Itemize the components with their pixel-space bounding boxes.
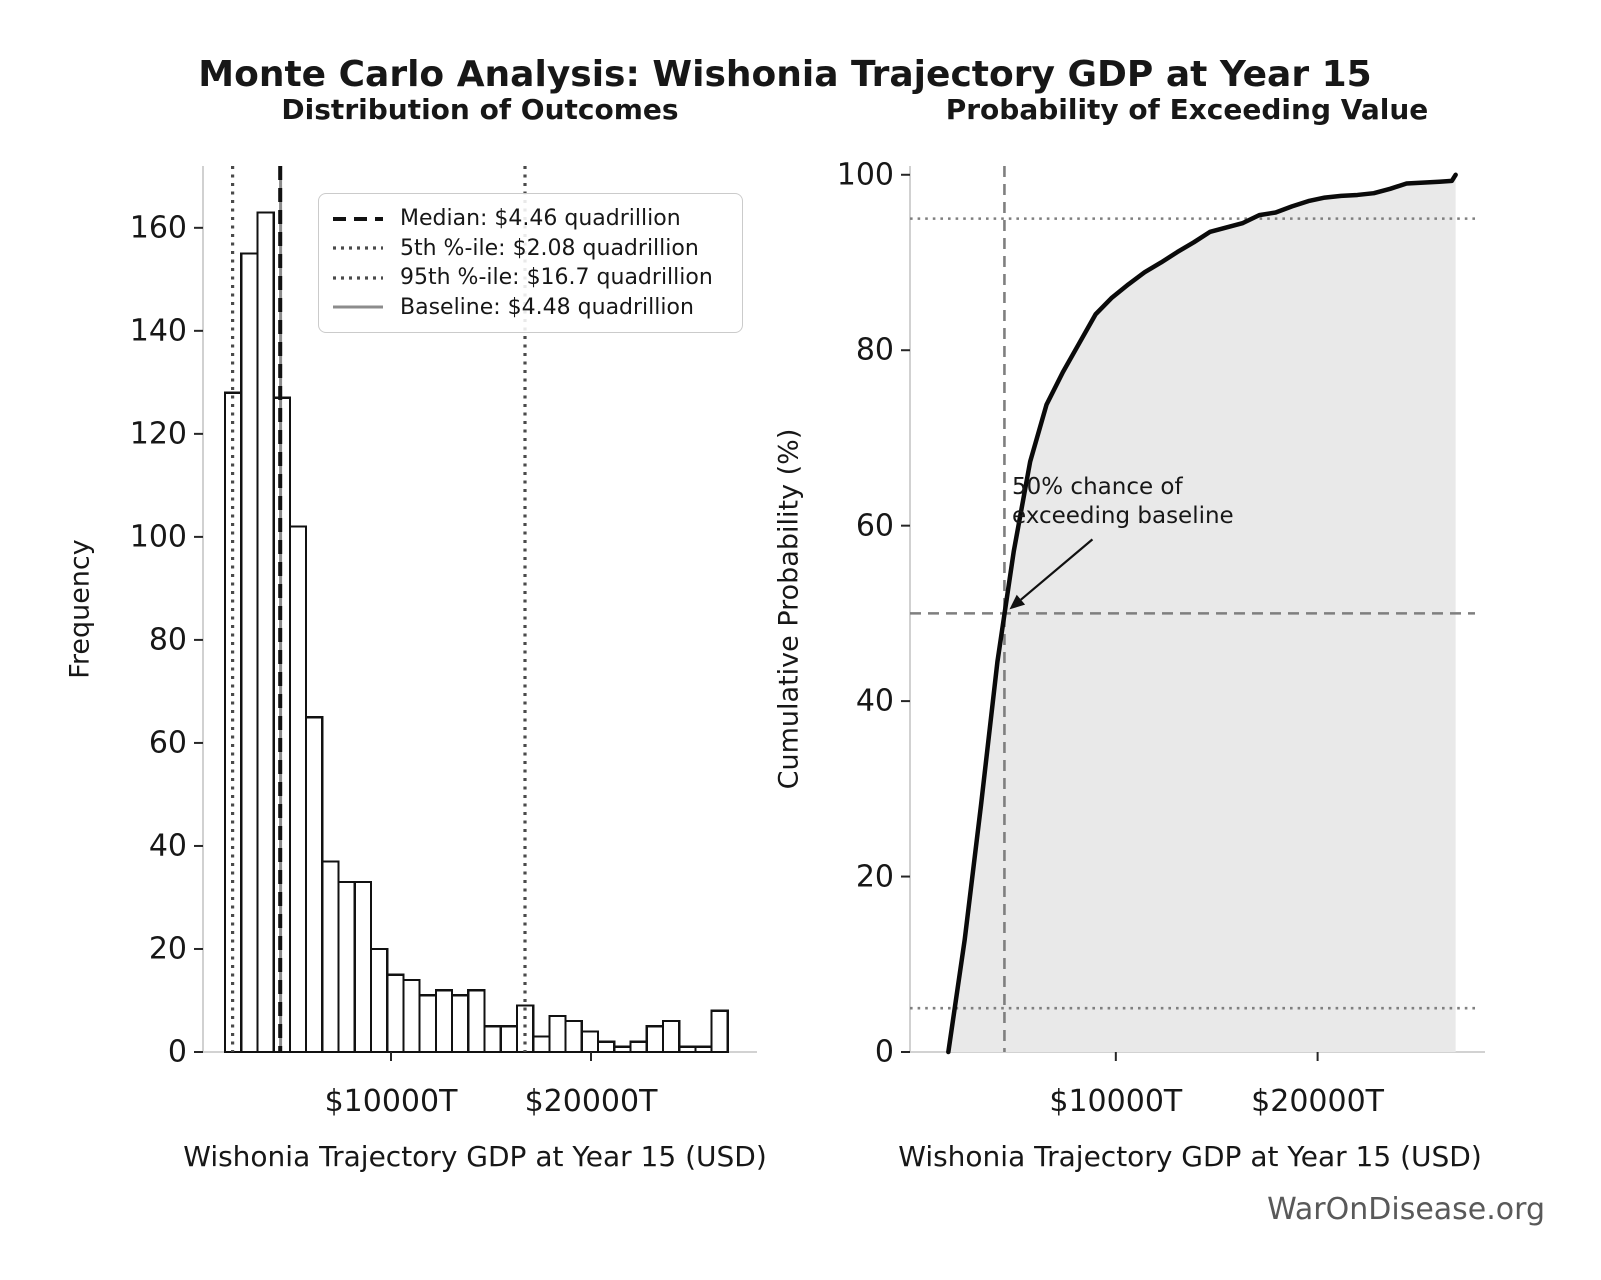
histogram-bar [678,1045,697,1054]
x-tick-label: $10000T [324,1084,458,1119]
y-tick-label: 40 [148,828,187,864]
histogram-bar [450,994,470,1054]
y-tick-label: 0 [167,1034,187,1070]
histogram-bar [613,1045,632,1054]
y-tick-label: 80 [148,622,187,658]
x-tick-label: $20000T [1251,1084,1385,1119]
histogram-bar [710,1009,729,1054]
legend-box: Median: $4.46 quadrillion 5th %-ile: $2.0… [318,193,743,333]
cdf-annotation-text: 50% chance of exceeding baseline [1012,474,1234,529]
histogram-bar [532,1035,551,1054]
legend-line-sample-solid-gray [333,305,383,309]
histogram-bar [240,252,259,1054]
histogram-bar [483,1025,502,1054]
y-tick-label: 20 [855,859,894,895]
x-tick-label: $20000T [524,1084,658,1119]
histogram-bar [661,1019,681,1054]
histogram-bar [386,973,405,1054]
histogram-bar [256,211,275,1054]
figure-title: Monte Carlo Analysis: Wishonia Trajector… [198,54,1372,95]
y-tick-label: 60 [855,508,894,544]
histogram-yaxis-label: Frequency [64,539,96,679]
cdf-xaxis-label: Wishonia Trajectory GDP at Year 15 (USD) [898,1140,1482,1173]
annotation-arrow-head [1009,594,1026,610]
histogram-bar [353,880,373,1054]
histogram-bar [418,994,437,1054]
y-tick-label: 140 [129,313,187,349]
histogram-bar [499,1025,519,1054]
cdf-curve [946,172,1458,1055]
histogram-bar [515,1004,535,1054]
histogram-bar [402,978,421,1054]
legend-item: Baseline: $4.48 quadrillion [333,293,728,322]
cdf-title: Probability of Exceeding Value [945,93,1429,126]
histogram-bar [629,1040,648,1054]
y-tick-label: 40 [855,683,894,719]
y-tick-label: 20 [148,931,187,967]
y-tick-label: 0 [874,1034,894,1070]
histogram-bar [580,1030,600,1054]
histogram-bar [596,1040,616,1054]
histogram-bar [694,1045,713,1054]
y-tick-label: 60 [148,725,187,761]
y-tick-label: 100 [836,157,894,193]
histogram-bar [321,860,340,1054]
legend-item: 5th %-ile: $2.08 quadrillion [333,234,728,263]
y-tick-label: 100 [129,519,187,555]
histogram-bar [337,880,356,1054]
histogram-bar [564,1019,583,1054]
legend-item-label: Baseline: $4.48 quadrillion [400,294,694,320]
histogram-bar [305,716,324,1054]
legend-item-label: 95th %-ile: $16.7 quadrillion [400,265,713,291]
histogram-title: Distribution of Outcomes [281,93,679,126]
legend-line-sample-dotted-dark [333,276,383,280]
legend-item: Median: $4.46 quadrillion [333,204,728,233]
y-tick-label: 120 [129,416,187,452]
legend-line-sample-dashed-black [333,216,383,221]
watermark: WarOnDisease.org [1267,1192,1545,1227]
histogram-bar [548,1014,567,1054]
x-tick-label: $10000T [1049,1084,1183,1119]
legend-item-label: 5th %-ile: $2.08 quadrillion [400,235,699,261]
legend-item-label: Median: $4.46 quadrillion [400,206,681,231]
histogram-bar [645,1025,665,1054]
legend-item: 95th %-ile: $16.7 quadrillion [333,263,728,292]
cdf-yaxis-label: Cumulative Probability (%) [773,428,805,790]
histogram-bar [288,525,308,1054]
annotation-arrow-shaft [1020,538,1094,601]
y-tick-label: 80 [855,332,894,368]
histogram-bar [467,989,486,1054]
histogram-bar [434,989,454,1054]
y-tick-label: 160 [129,210,187,246]
histogram-xaxis-label: Wishonia Trajectory GDP at Year 15 (USD) [183,1140,767,1173]
histogram-bar [369,947,389,1054]
legend-line-sample-dotted-dark [333,246,383,250]
